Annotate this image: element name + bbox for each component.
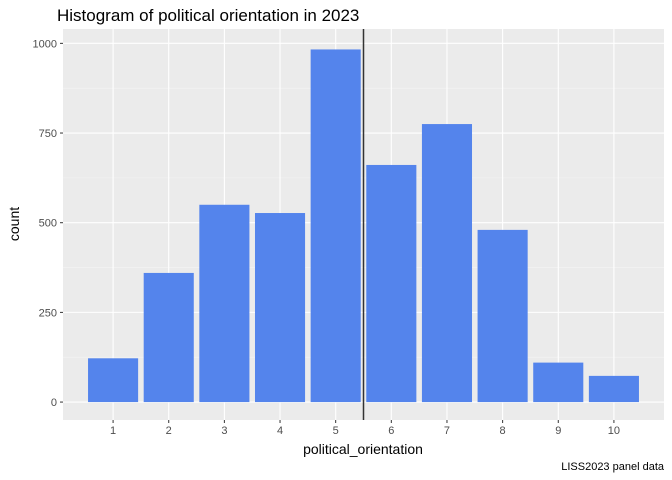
bar-5 [310, 49, 361, 403]
bar-2 [143, 272, 194, 403]
bar-7 [421, 124, 473, 403]
y-axis-ticks: 0 250 500 750 1000 [33, 38, 63, 409]
x-tick-label: 3 [221, 425, 227, 437]
y-axis-title: count [6, 207, 22, 241]
bar-1 [88, 358, 139, 403]
y-tick-label: 500 [39, 218, 57, 230]
bar-10 [588, 375, 639, 403]
chart-title: Histogram of political orientation in 20… [57, 6, 359, 25]
bar-4 [254, 213, 306, 403]
x-tick-label: 1 [110, 425, 116, 437]
bar-8 [477, 229, 528, 403]
bar-9 [533, 362, 584, 403]
bar-3 [199, 204, 250, 403]
x-tick-label: 9 [555, 425, 561, 437]
bars [88, 49, 639, 403]
x-tick-label: 2 [166, 425, 172, 437]
x-tick-label: 4 [277, 425, 283, 437]
bar-6 [366, 164, 417, 403]
y-tick-label: 250 [39, 307, 57, 319]
x-tick-label: 8 [500, 425, 506, 437]
x-tick-label: 7 [444, 425, 450, 437]
y-tick-label: 0 [51, 397, 57, 409]
chart-caption: LISS2023 panel data [561, 461, 665, 473]
x-axis-ticks: 1 2 3 4 5 6 7 8 9 10 [110, 420, 620, 437]
y-tick-label: 1000 [33, 38, 57, 50]
x-tick-label: 10 [608, 425, 620, 437]
y-tick-label: 750 [39, 128, 57, 140]
x-tick-label: 5 [333, 425, 339, 437]
x-tick-label: 6 [388, 425, 394, 437]
x-axis-title: political_orientation [303, 441, 423, 457]
